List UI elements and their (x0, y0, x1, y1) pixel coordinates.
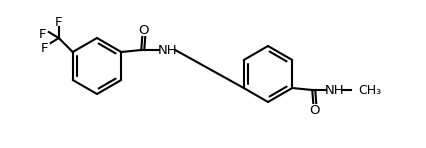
Text: NH: NH (158, 44, 177, 57)
Text: CH₃: CH₃ (358, 83, 381, 96)
Text: NH: NH (325, 83, 344, 96)
Text: F: F (41, 41, 49, 54)
Text: F: F (39, 28, 46, 41)
Text: O: O (310, 103, 320, 116)
Text: F: F (55, 16, 63, 29)
Text: O: O (138, 24, 149, 37)
